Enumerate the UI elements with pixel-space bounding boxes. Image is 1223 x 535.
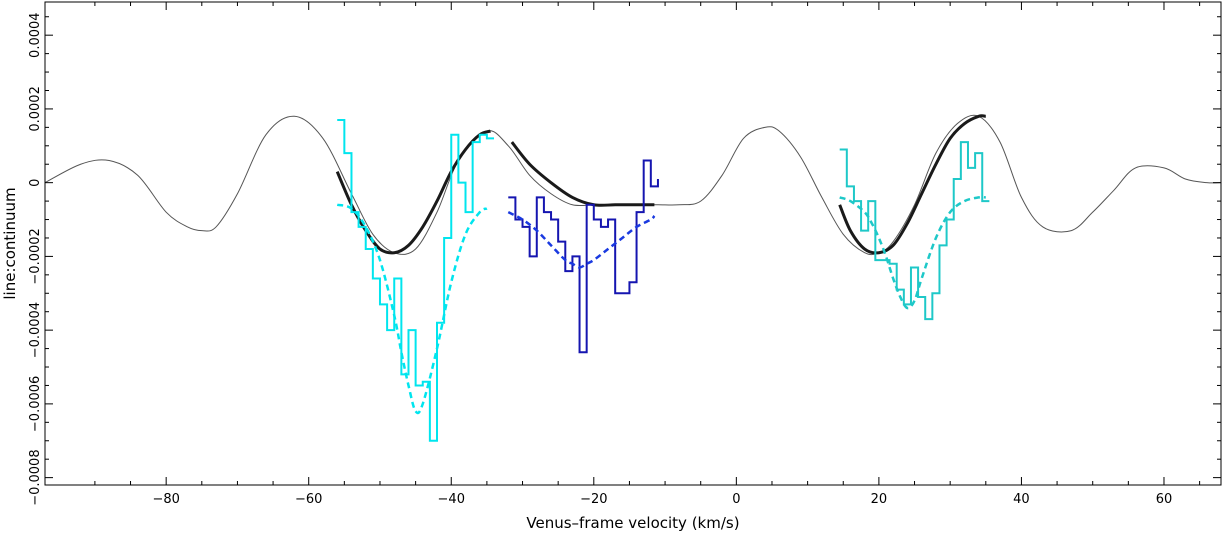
y-tick-label: −0.0004 [28,302,43,358]
spectrum-step-blue [508,159,659,354]
model-curve-segment [335,129,491,255]
plot-frame [44,1,1222,486]
y-tick-label: 0.0002 [28,86,43,131]
y-axis-title: line:continuum [1,187,19,299]
spectrum-step-cyan [337,118,495,442]
x-tick-label: −40 [438,492,465,507]
y-tick-label: 0.0004 [28,12,43,58]
y-tick-label: −0.0002 [28,228,43,284]
model-curve-segment [838,114,986,255]
y-tick-label: −0.0008 [28,449,43,505]
fit-curve-teal [839,195,986,310]
model-curve-segment [510,141,655,207]
fit-curve-cyan [336,203,488,415]
x-tick-label: 60 [1156,492,1173,507]
x-tick-label: 20 [871,492,888,507]
x-tick-label: −80 [152,492,179,507]
spectrum-step-teal [839,141,990,321]
x-tick-label: −60 [295,492,322,507]
y-tick-label: 0 [28,179,43,187]
fit-curve-blue_fit [507,211,656,269]
model-curve [45,114,1221,256]
plot-area [45,114,1221,442]
x-axis-title: Venus–frame velocity (km/s) [526,514,739,532]
x-tick-label: 40 [1013,492,1030,507]
y-tick-label: −0.0006 [28,376,43,432]
x-tick-label: 0 [732,492,740,507]
x-tick-label: −20 [580,492,607,507]
axes: −80 −60 −40 −20 0 20 40 60 −0.0008 −0.0006 −0.0004… [28,1,1222,507]
